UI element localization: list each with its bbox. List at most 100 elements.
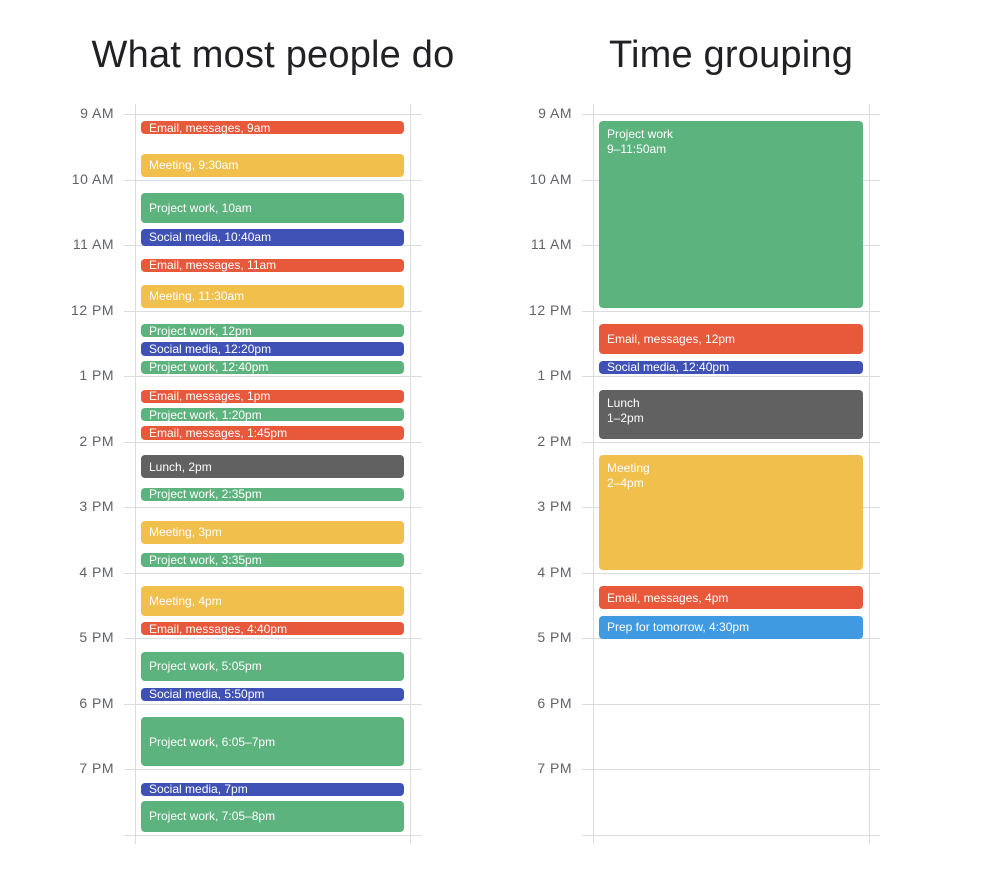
calendar-event-project[interactable]: Project work 9–11:50am	[599, 121, 863, 308]
panel-title: Time grouping	[608, 34, 854, 76]
event-label: Social media, 12:20pm	[149, 342, 272, 356]
event-label: Meeting, 3pm	[149, 525, 222, 540]
event-label: Meeting	[607, 461, 650, 476]
event-label: Email, messages, 9am	[149, 121, 271, 135]
hour-label: 4 PM	[537, 563, 572, 580]
calendar-event-email[interactable]: Email, messages, 4pm	[599, 586, 863, 610]
calendar-event-prep[interactable]: Prep for tomorrow, 4:30pm	[599, 615, 863, 639]
event-label: Lunch	[607, 395, 640, 410]
event-label: Meeting, 11:30am	[149, 289, 245, 304]
hour-gridline	[582, 376, 880, 377]
hour-label: 9 AM	[80, 105, 114, 121]
event-label: Email, messages, 12pm	[607, 331, 736, 346]
hour-label: 5 PM	[537, 629, 572, 645]
calendar-event-email[interactable]: Email, messages, 4:40pm	[141, 622, 404, 636]
hour-label: 6 PM	[79, 694, 114, 711]
event-label: Project work	[607, 127, 674, 141]
hour-label: 2 PM	[79, 432, 114, 449]
event-label: Email, messages, 4:40pm	[149, 622, 288, 636]
hour-gridline	[582, 441, 880, 443]
hour-gridline	[124, 507, 422, 508]
event-label: Project work, 12:40pm	[149, 360, 269, 375]
hour-gridline	[582, 703, 880, 705]
calendar-event-project[interactable]: Project work, 10am	[141, 193, 404, 223]
event-label: Social media, 7pm	[149, 782, 248, 796]
calendar-event-email[interactable]: Email, messages, 11am	[141, 258, 404, 272]
event-label: Project work, 12pm	[149, 324, 252, 338]
hour-label: 11 AM	[530, 236, 572, 252]
calendar-event-project[interactable]: Project work, 7:05–8pm	[141, 800, 404, 832]
column-border-left	[593, 104, 594, 844]
hour-gridline	[582, 834, 880, 836]
hour-gridline	[124, 179, 422, 181]
hour-gridline	[124, 834, 422, 836]
calendar-event-social[interactable]: Social media, 7pm	[141, 782, 404, 796]
hour-label: 4 PM	[79, 563, 114, 580]
calendar-event-meeting[interactable]: Meeting, 4pm	[141, 586, 404, 616]
calendar-event-project[interactable]: Project work, 6:05–7pm	[141, 717, 404, 767]
calendar-event-social[interactable]: Social media, 12:20pm	[141, 342, 404, 356]
event-label: Lunch, 2pm	[149, 459, 212, 474]
hour-label: 10 AM	[71, 170, 114, 187]
event-label: Project work, 7:05–8pm	[149, 809, 276, 824]
event-label: Meeting, 4pm	[149, 593, 222, 608]
calendar-event-social[interactable]: Social media, 5:50pm	[141, 687, 404, 701]
hour-gridline	[582, 769, 880, 770]
event-label: Project work, 10am	[149, 200, 252, 215]
hour-label: 7 PM	[537, 760, 572, 776]
calendar-event-email[interactable]: Email, messages, 1pm	[141, 389, 404, 403]
hour-gridline	[124, 376, 422, 377]
hour-gridline	[124, 769, 422, 770]
hour-label: 2 PM	[537, 432, 572, 449]
panel-title: What most people do	[91, 34, 455, 76]
calendar-event-social[interactable]: Social media, 10:40am	[141, 229, 404, 246]
calendar-event-project[interactable]: Project work, 12:40pm	[141, 360, 404, 375]
hour-label: 3 PM	[537, 498, 572, 514]
hour-gridline	[124, 703, 422, 705]
calendar-event-social[interactable]: Social media, 12:40pm	[599, 360, 863, 375]
calendar-event-lunch[interactable]: Lunch, 2pm	[141, 455, 404, 479]
event-label: Email, messages, 4pm	[607, 590, 729, 605]
calendar-event-project[interactable]: Project work, 2:35pm	[141, 487, 404, 502]
hour-label: 1 PM	[537, 367, 572, 383]
hour-label: 11 AM	[72, 236, 114, 252]
event-label: Prep for tomorrow, 4:30pm	[607, 620, 750, 635]
calendar-event-email[interactable]: Email, messages, 9am	[141, 121, 404, 135]
hour-label: 7 PM	[79, 760, 114, 776]
calendar-event-project[interactable]: Project work, 3:35pm	[141, 553, 404, 567]
event-label: Project work, 5:05pm	[149, 659, 262, 674]
column-border-right	[410, 104, 411, 844]
event-label: Project work, 2:35pm	[149, 487, 262, 502]
event-label: Social media, 5:50pm	[149, 687, 265, 701]
column-border-left	[135, 104, 136, 844]
event-label: Social media, 10:40am	[149, 230, 272, 245]
calendar-event-meeting[interactable]: Meeting, 11:30am	[141, 284, 404, 308]
hour-label: 3 PM	[79, 498, 114, 514]
hour-label: 12 PM	[529, 301, 572, 318]
calendar-event-project[interactable]: Project work, 12pm	[141, 324, 404, 338]
hour-label: 6 PM	[537, 694, 572, 711]
calendar-event-project[interactable]: Project work, 5:05pm	[141, 651, 404, 682]
hour-gridline	[124, 114, 422, 115]
hour-gridline	[124, 638, 422, 639]
event-time: 9–11:50am	[607, 142, 667, 156]
calendar-event-email[interactable]: Email, messages, 12pm	[599, 324, 863, 354]
calendar-event-meeting[interactable]: Meeting, 9:30am	[141, 153, 404, 177]
event-label: Email, messages, 1pm	[149, 389, 271, 403]
calendar-event-lunch[interactable]: Lunch 1–2pm	[599, 389, 863, 439]
hour-label: 9 AM	[538, 105, 572, 121]
hour-gridline	[124, 572, 422, 574]
event-time: 2–4pm	[607, 476, 644, 491]
hour-label: 1 PM	[79, 367, 114, 383]
calendar-event-meeting[interactable]: Meeting 2–4pm	[599, 455, 863, 570]
hour-gridline	[582, 114, 880, 115]
calendar-event-email[interactable]: Email, messages, 1:45pm	[141, 426, 404, 440]
event-label: Meeting, 9:30am	[149, 158, 239, 173]
hour-gridline	[582, 572, 880, 574]
calendar-event-meeting[interactable]: Meeting, 3pm	[141, 520, 404, 544]
event-label: Project work, 3:35pm	[149, 553, 262, 567]
calendar-event-project[interactable]: Project work, 1:20pm	[141, 407, 404, 422]
event-label: Email, messages, 11am	[149, 258, 277, 272]
event-time: 1–2pm	[607, 410, 644, 425]
hour-gridline	[124, 441, 422, 443]
